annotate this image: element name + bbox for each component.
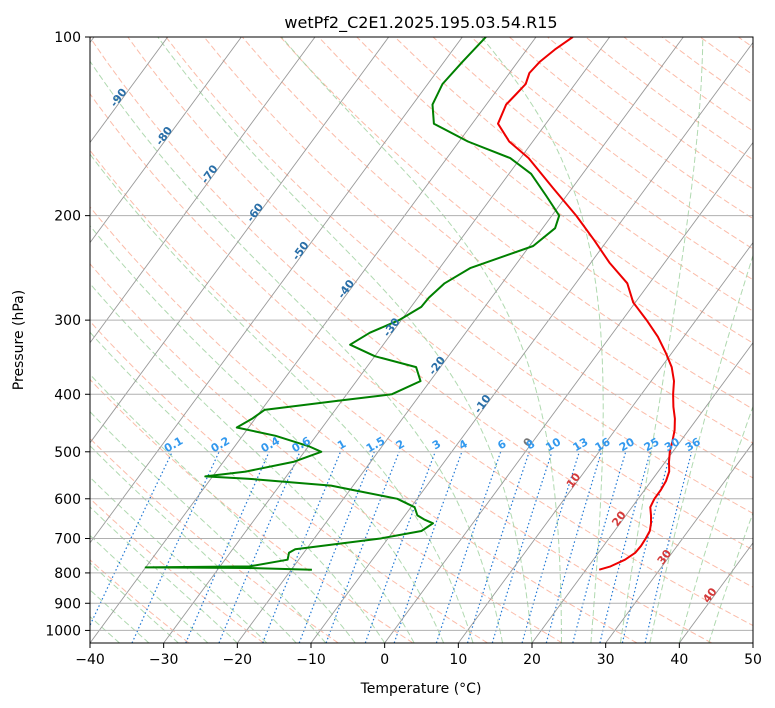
chart-title: wetPf2_C2E1.2025.195.03.54.R15 (284, 13, 557, 33)
dry-adiabat (90, 37, 753, 588)
y-axis-label: Pressure (hPa) (11, 290, 27, 390)
dry-adiabat (165, 37, 753, 515)
isotherm-line (457, 241, 753, 643)
dry-adiabat (90, 93, 753, 627)
plot-frame (89, 36, 754, 644)
x-tick-label: 40 (670, 652, 688, 668)
mixing-ratio-line (364, 451, 436, 643)
y-tick-label: 100 (54, 30, 81, 46)
mixing-ratio-line (621, 451, 672, 643)
isotherm-line (384, 141, 753, 643)
dry-adiabats (90, 37, 753, 643)
x-tick-label: 0 (380, 652, 389, 668)
isotherm-line (236, 37, 684, 643)
dry-adiabat (90, 149, 712, 643)
moist-adiabat (90, 331, 386, 643)
moist-adiabat (281, 37, 562, 643)
x-tick-label: −20 (223, 652, 253, 668)
moist-adiabat (649, 254, 753, 643)
y-tick-label: 900 (54, 596, 81, 612)
dewpoint-line (144, 37, 561, 571)
isotherm-line (90, 37, 242, 244)
moist-adiabat (619, 37, 704, 643)
x-tick-label: −40 (75, 652, 105, 668)
isotherm-line (90, 37, 390, 444)
y-axis-ticks: 100 200 300 400 500 600 700 800 900 1000 (45, 30, 90, 639)
mixing-ratio-line (521, 451, 580, 643)
isotherm-line (605, 442, 753, 643)
isotherm-line (90, 37, 169, 144)
mixing-ratio-line (466, 451, 530, 643)
mixing-ratio-line (325, 451, 400, 643)
isotherm-line (163, 37, 611, 643)
y-tick-label: 300 (54, 313, 81, 329)
moist-adiabat (90, 562, 179, 643)
mixing-ratio-line (491, 451, 553, 643)
y-tick-label: 200 (54, 209, 81, 225)
dry-adiabat (90, 320, 488, 643)
y-tick-label: 400 (54, 387, 81, 403)
moist-adiabat (90, 61, 503, 643)
y-tick-label: 500 (54, 445, 81, 461)
mixing-ratio-line (545, 451, 602, 643)
moist-adiabat (90, 476, 268, 643)
moist-adiabat (90, 411, 327, 643)
y-tick-label: 700 (54, 532, 81, 548)
x-tick-label: −10 (296, 652, 326, 668)
moist-adiabat (90, 282, 415, 643)
y-tick-label: 1000 (45, 623, 81, 639)
dry-adiabat (356, 37, 753, 344)
moist-adiabat (481, 37, 604, 643)
moist-adiabat (90, 534, 209, 643)
mixing-ratio-line (185, 451, 270, 643)
temperature-line (497, 37, 676, 571)
mixing-ratio-line (572, 451, 627, 643)
mixing-ratio-line (262, 451, 342, 643)
mixing-ratio-line (218, 451, 301, 643)
x-axis-label: Temperature (°C) (360, 681, 482, 697)
mixing-ratio-line (599, 451, 651, 643)
moist-adiabat (90, 153, 474, 643)
moist-adiabat (157, 37, 533, 643)
isotherm-line (531, 341, 753, 643)
x-tick-label: 20 (523, 652, 541, 668)
moist-adiabat (90, 373, 356, 643)
isotherm-line (90, 37, 463, 544)
mixing-ratio-line (298, 451, 375, 643)
x-axis-ticks: −40 −30 −20 −10 0 10 20 30 40 50 (75, 643, 762, 668)
x-tick-label: 50 (744, 652, 762, 668)
dry-adiabat (280, 37, 753, 410)
dry-adiabat (241, 37, 753, 444)
isotherm-line (90, 37, 316, 344)
moist-adiabat (90, 445, 297, 643)
y-tick-label: 600 (54, 492, 81, 508)
x-tick-label: −30 (149, 652, 179, 668)
y-tick-label: 800 (54, 566, 81, 582)
dry-adiabat (90, 559, 190, 643)
isotherm-line (310, 41, 753, 643)
profile-series (144, 37, 676, 571)
x-tick-label: 30 (597, 652, 615, 668)
dry-adiabat (318, 37, 753, 377)
x-tick-label: 10 (449, 652, 467, 668)
dry-adiabat (90, 263, 563, 643)
dry-adiabat (90, 378, 414, 643)
pressure-gridlines (90, 37, 753, 631)
dry-adiabat (90, 206, 638, 643)
mixing-ratio-line (435, 451, 502, 643)
